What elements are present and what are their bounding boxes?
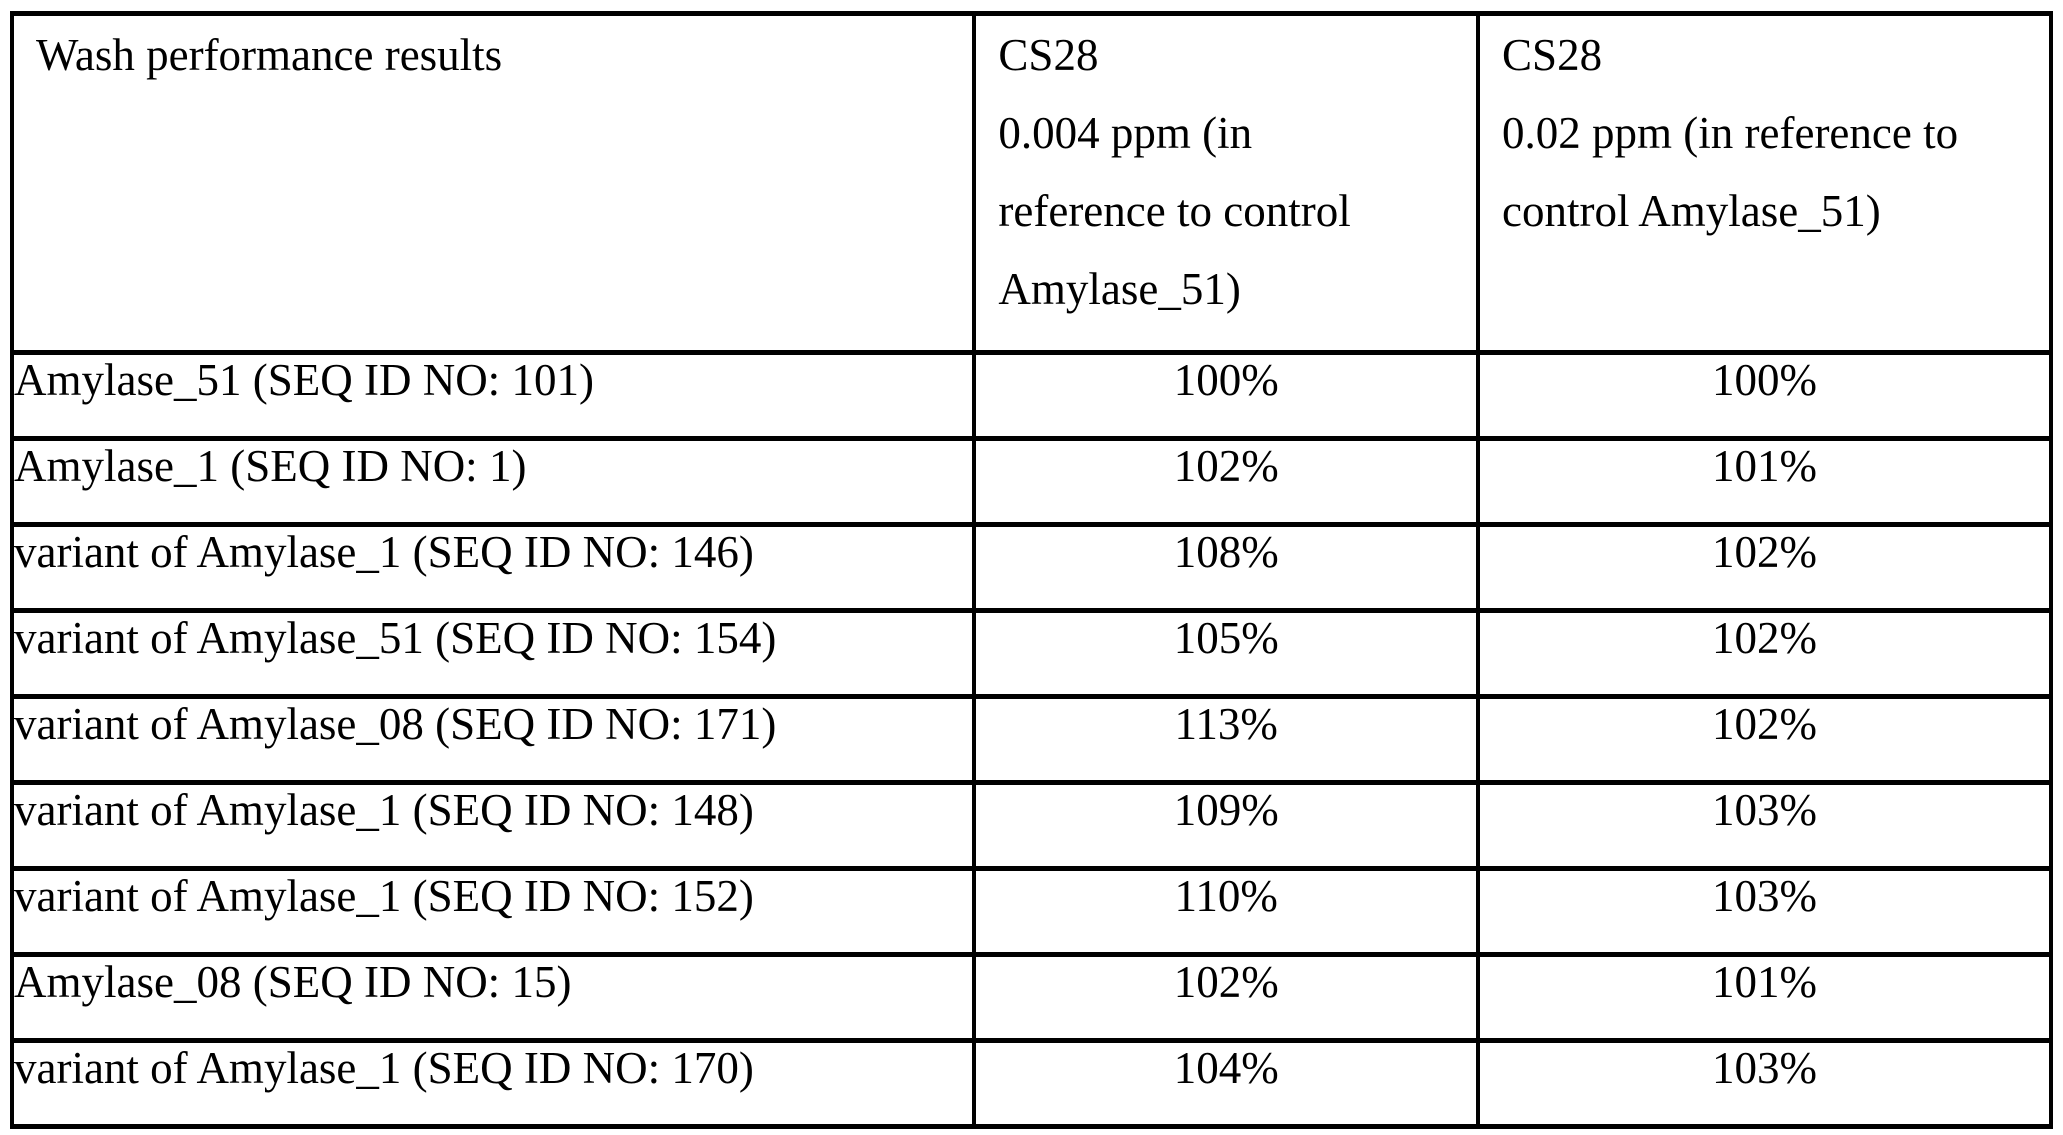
value-cs28-0004ppm: 113% [972,694,1481,785]
header-line: reference to control [998,186,1351,236]
row-label: variant of Amylase_51 (SEQ ID NO: 154) [9,608,977,699]
table-row: variant of Amylase_1 (SEQ ID NO: 148) 109… [9,780,2053,871]
value-cs28-0004ppm: 100% [972,350,1481,441]
value-cs28-002ppm: 103% [1476,866,2053,957]
value-cs28-002ppm: 103% [1476,1038,2053,1129]
wash-performance-table: Wash performance results CS28 0.004 ppm (… [9,11,2053,1129]
value-cs28-0004ppm: 110% [972,866,1481,957]
header-line: control Amylase_51) [1502,186,1881,236]
table-row: variant of Amylase_51 (SEQ ID NO: 154) 10… [9,608,2053,699]
value-cs28-002ppm: 102% [1476,694,2053,785]
table-row: Amylase_1 (SEQ ID NO: 1) 102% 101% [9,436,2053,527]
value-cs28-0004ppm: 109% [972,780,1481,871]
value-cs28-002ppm: 101% [1476,436,2053,527]
value-cs28-002ppm: 100% [1476,350,2053,441]
row-label: variant of Amylase_1 (SEQ ID NO: 148) [9,780,977,871]
value-cs28-002ppm: 101% [1476,952,2053,1043]
table-row: variant of Amylase_1 (SEQ ID NO: 146) 108… [9,522,2053,613]
value-cs28-0004ppm: 102% [972,952,1481,1043]
header-line: CS28 [998,30,1099,80]
row-label: Amylase_1 (SEQ ID NO: 1) [9,436,977,527]
table-row: variant of Amylase_1 (SEQ ID NO: 170) 104… [9,1038,2053,1129]
value-cs28-0004ppm: 108% [972,522,1481,613]
header-cell-results: Wash performance results [9,11,977,355]
header-cell-cs28-002ppm: CS28 0.02 ppm (in reference to control Amy… [1476,11,2053,355]
header-line: 0.004 ppm (in [998,108,1253,158]
value-cs28-002ppm: 102% [1476,608,2053,699]
header-line: Amylase_51) [998,264,1241,314]
row-label: Amylase_51 (SEQ ID NO: 101) [9,350,977,441]
table-row: Amylase_08 (SEQ ID NO: 15) 102% 101% [9,952,2053,1043]
value-cs28-0004ppm: 104% [972,1038,1481,1129]
table-row: variant of Amylase_1 (SEQ ID NO: 152) 110… [9,866,2053,957]
table-row: Amylase_51 (SEQ ID NO: 101) 100% 100% [9,350,2053,441]
value-cs28-002ppm: 102% [1476,522,2053,613]
header-lines-cs28-0004ppm: CS28 0.004 ppm (in reference to control Amy… [978,19,1474,329]
header-cell-cs28-0004ppm: CS28 0.004 ppm (in reference to control Amy… [972,11,1481,355]
header-title: Wash performance results [36,30,503,80]
row-label: variant of Amylase_08 (SEQ ID NO: 171) [9,694,977,785]
value-cs28-0004ppm: 102% [972,436,1481,527]
table-body: Amylase_51 (SEQ ID NO: 101) 100% 100% Amyla… [9,350,2053,1129]
value-cs28-0004ppm: 105% [972,608,1481,699]
value-cs28-002ppm: 103% [1476,780,2053,871]
row-label: variant of Amylase_1 (SEQ ID NO: 170) [9,1038,977,1129]
row-label: variant of Amylase_1 (SEQ ID NO: 146) [9,522,977,613]
row-label: variant of Amylase_1 (SEQ ID NO: 152) [9,866,977,957]
table-row: variant of Amylase_08 (SEQ ID NO: 171) 11… [9,694,2053,785]
header-row: Wash performance results CS28 0.004 ppm (… [9,11,2053,355]
header-lines-cs28-002ppm: CS28 0.02 ppm (in reference to control Amy… [1482,19,2047,251]
header-line: CS28 [1502,30,1603,80]
row-label: Amylase_08 (SEQ ID NO: 15) [9,952,977,1043]
header-line: 0.02 ppm (in reference to [1502,108,1959,158]
